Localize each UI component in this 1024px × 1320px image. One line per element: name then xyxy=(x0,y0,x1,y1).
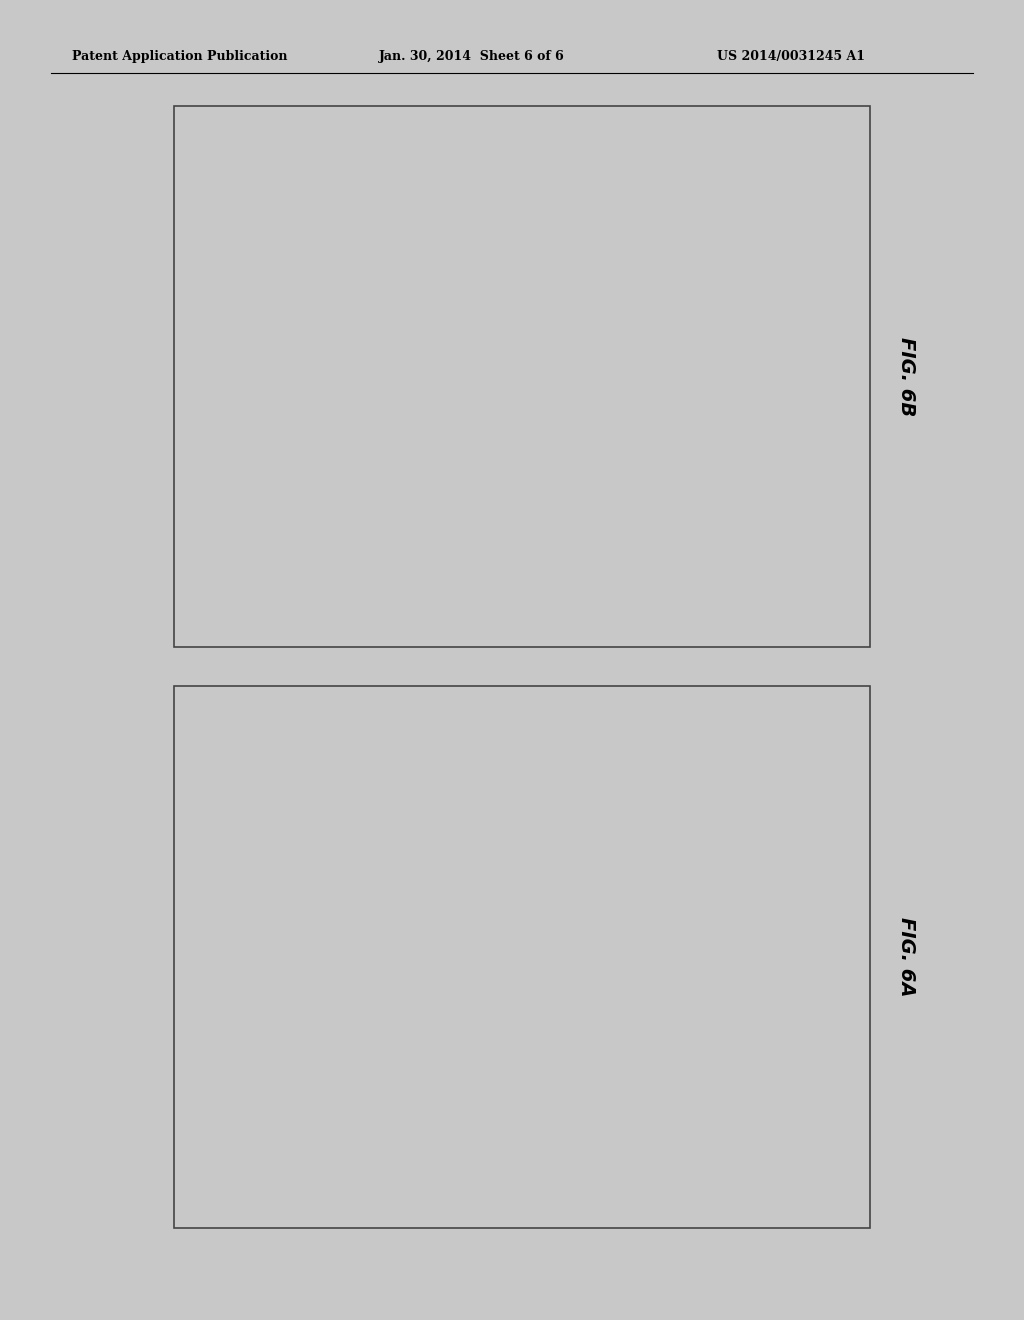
Text: SPECIFICITY: SPECIFICITY xyxy=(256,255,309,264)
Text: FIG. 6B: FIG. 6B xyxy=(897,337,915,416)
Bar xyxy=(200,376,771,432)
Bar xyxy=(212,145,240,197)
Text: Patent Application Publication: Patent Application Publication xyxy=(72,50,287,63)
Text: FIG. 6A: FIG. 6A xyxy=(897,917,915,997)
Text: US 2014/0031245 A1: US 2014/0031245 A1 xyxy=(717,50,865,63)
X-axis label: PERCENTAGE CORRECT: PERCENTAGE CORRECT xyxy=(428,1218,542,1229)
Bar xyxy=(212,814,240,866)
Bar xyxy=(485,1102,771,1158)
Bar xyxy=(200,957,771,1012)
Text: SPECIFICITY: SPECIFICITY xyxy=(256,836,309,845)
Bar xyxy=(342,521,771,577)
Text: BIOMARKER
EFFECTIVENESS: BIOMARKER EFFECTIVENESS xyxy=(796,1012,815,1080)
Text: SENSITIVITY: SENSITIVITY xyxy=(256,166,310,176)
Bar xyxy=(212,234,240,285)
X-axis label: PERCENTAGE CORRECT: PERCENTAGE CORRECT xyxy=(428,638,542,648)
Bar xyxy=(212,726,240,777)
Text: BIOMARKER
EFFECTIVENESS: BIOMARKER EFFECTIVENESS xyxy=(796,432,815,499)
Text: Jan. 30, 2014  Sheet 6 of 6: Jan. 30, 2014 Sheet 6 of 6 xyxy=(379,50,564,63)
Text: SENSITIVITY: SENSITIVITY xyxy=(256,747,310,756)
